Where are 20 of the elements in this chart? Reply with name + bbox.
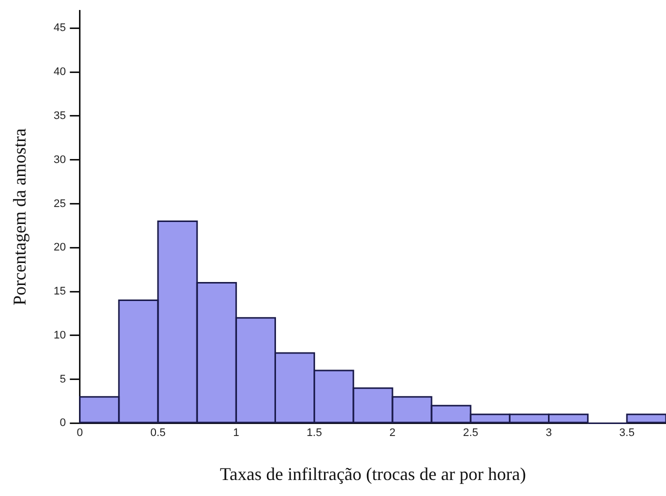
x-tick-label: 1	[233, 426, 240, 439]
y-tick-label: 45	[54, 22, 66, 34]
y-tick-label: 15	[54, 286, 66, 298]
x-tick-label: 3.5	[619, 426, 635, 439]
x-tick-label: 3	[546, 426, 552, 439]
y-tick-label: 30	[54, 154, 66, 166]
x-tick-label: 1.5	[306, 426, 322, 439]
y-tick-label: 35	[54, 110, 66, 122]
y-tick-label: 10	[54, 329, 66, 342]
x-tick-label: 0.5	[150, 426, 166, 439]
y-tick-label: 40	[54, 66, 66, 78]
x-axis-title: Taxas de infiltração (trocas de ar por hora)	[220, 464, 526, 484]
x-tick-label: 2.5	[462, 426, 478, 439]
x-tick-label: 0	[76, 426, 83, 439]
y-tick-label: 5	[60, 373, 66, 386]
x-tick-label: 2	[389, 426, 396, 439]
y-tick-label: 20	[54, 242, 66, 254]
y-tick-label: 25	[54, 198, 66, 210]
y-axis-title: Porcentagem da amostra	[10, 128, 30, 306]
y-tick-label: 0	[60, 417, 66, 430]
